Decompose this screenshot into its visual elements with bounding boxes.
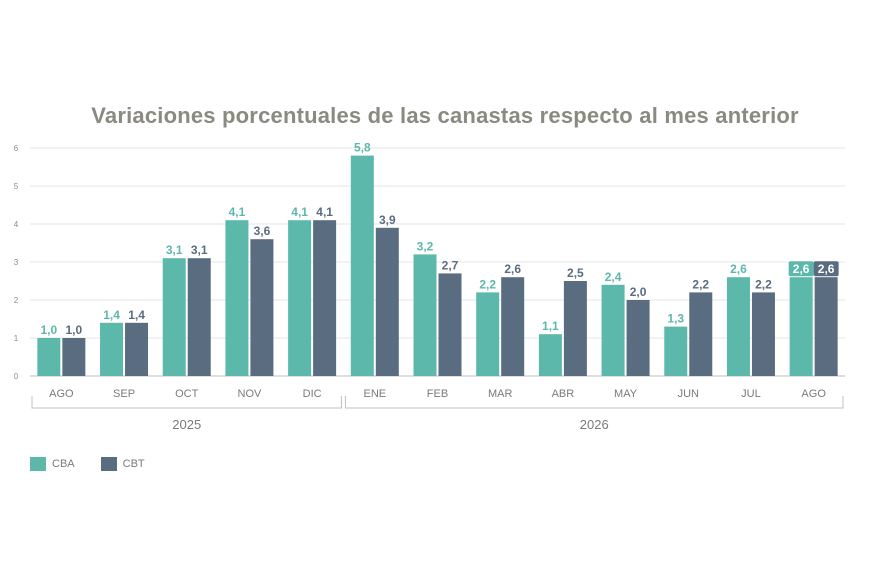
bar-cbt	[125, 322, 149, 376]
y-tick-label: 4	[14, 220, 19, 229]
x-tick-label: ENE	[363, 388, 386, 400]
x-tick-label: JUN	[678, 388, 699, 400]
data-label: 2,6	[818, 262, 835, 276]
bar-cba	[664, 326, 688, 376]
data-label-badge	[788, 261, 814, 277]
data-label: 3,6	[254, 224, 271, 238]
y-tick-label: 5	[14, 182, 19, 191]
y-tick-label: 1	[14, 334, 19, 343]
data-label: 2,2	[692, 277, 709, 291]
legend-label-cba: CBA	[52, 458, 75, 470]
x-tick-label: MAY	[614, 388, 638, 400]
bar-cbt	[313, 220, 337, 376]
x-tick-label: DIC	[303, 388, 322, 400]
data-label: 2,2	[479, 277, 496, 291]
year-label: 2025	[172, 417, 201, 432]
bar-cbt	[501, 277, 525, 376]
bar-cbt	[62, 338, 86, 376]
bar-cba	[538, 334, 562, 376]
data-label: 1,1	[542, 319, 559, 333]
x-tick-label: NOV	[238, 388, 263, 400]
x-tick-label: SEP	[113, 388, 135, 400]
data-label: 1,4	[128, 308, 145, 322]
legend: CBA CBT	[30, 457, 145, 471]
bar-cbt	[187, 258, 211, 376]
bar-cba	[601, 284, 625, 376]
bar-cbt	[438, 273, 462, 376]
year-bracket	[31, 396, 342, 409]
legend-label-cbt: CBT	[122, 458, 145, 470]
bar-cbt	[751, 292, 775, 376]
data-label: 3,9	[379, 213, 396, 227]
bar-cba	[225, 220, 249, 376]
data-label: 2,2	[755, 277, 772, 291]
data-label: 2,4	[605, 270, 622, 284]
y-tick-label: 3	[14, 258, 19, 267]
legend-swatch-cbt	[100, 457, 117, 471]
data-label: 2,6	[730, 262, 747, 276]
data-label: 3,2	[417, 239, 434, 253]
data-label: 1,4	[103, 308, 120, 322]
bar-cba	[476, 292, 500, 376]
x-tick-label: OCT	[175, 388, 199, 400]
data-label: 2,6	[504, 262, 521, 276]
year-bracket	[344, 396, 844, 409]
year-label: 2026	[580, 417, 609, 432]
bar-cbt	[563, 281, 587, 376]
data-label: 1,3	[667, 312, 684, 326]
bar-cbt	[689, 292, 713, 376]
data-label: 2,5	[567, 266, 584, 280]
legend-item-cbt: CBT	[100, 457, 145, 471]
data-label-badge	[813, 261, 839, 277]
bar-cba	[100, 322, 124, 376]
legend-swatch-cba	[30, 457, 46, 471]
data-label: 1,0	[41, 323, 58, 337]
bar-cbt	[250, 239, 274, 376]
bar-cbt	[375, 227, 399, 376]
x-tick-label: ABR	[552, 388, 575, 400]
y-tick-label: 6	[14, 144, 19, 153]
bar-cba	[162, 258, 186, 376]
bar-cbt	[626, 300, 650, 376]
legend-item-cba: CBA	[30, 457, 75, 471]
data-label: 4,1	[316, 205, 333, 219]
data-label: 3,1	[166, 243, 183, 257]
data-label: 2,7	[442, 258, 459, 272]
bar-cba	[37, 338, 61, 376]
x-tick-label: FEB	[427, 388, 448, 400]
x-tick-label: MAR	[488, 388, 513, 400]
chart-title: Variaciones porcentuales de las canastas…	[91, 103, 799, 128]
y-tick-label: 0	[14, 372, 19, 381]
bar-cba	[726, 277, 750, 376]
x-tick-label: AGO	[49, 388, 74, 400]
x-tick-label: JUL	[741, 388, 761, 400]
bar-cba	[789, 277, 813, 376]
bar-cbt	[814, 277, 838, 376]
data-label: 3,1	[191, 243, 208, 257]
x-tick-label: AGO	[801, 388, 826, 400]
data-label: 1,0	[66, 323, 83, 337]
data-label: 5,8	[354, 141, 371, 155]
data-label: 4,1	[291, 205, 308, 219]
bar-cba	[350, 155, 374, 376]
bar-cba	[288, 220, 312, 376]
data-label: 2,6	[793, 262, 810, 276]
y-tick-label: 2	[14, 296, 19, 305]
data-label: 2,0	[630, 285, 647, 299]
data-label: 4,1	[229, 205, 246, 219]
bar-cba	[413, 254, 437, 376]
